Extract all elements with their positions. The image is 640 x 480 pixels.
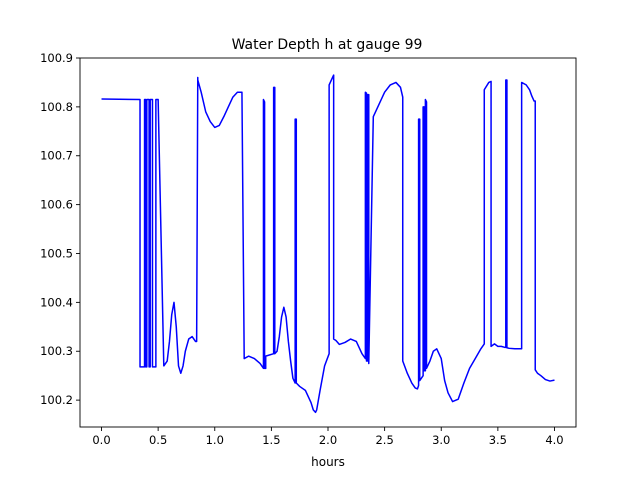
chart-title: Water Depth h at gauge 99: [232, 37, 423, 53]
y-tick-label: 100.7: [40, 149, 73, 163]
x-axis: 0.0 0.5 1.0 1.5 2.0 2.5 3.0 3.5 4.0: [92, 427, 564, 447]
x-tick-label: 0.0: [92, 433, 110, 447]
x-tick-label: 4.0: [545, 433, 563, 447]
y-tick-label: 100.2: [40, 393, 73, 407]
y-tick-label: 100.9: [40, 51, 73, 65]
y-tick-label: 100.3: [40, 344, 73, 358]
plot-frame: [79, 57, 577, 428]
y-tick-label: 100.4: [40, 295, 73, 309]
x-tick-label: 3.0: [432, 433, 450, 447]
x-axis-label: hours: [311, 455, 345, 469]
y-tick-label: 100.6: [40, 198, 73, 212]
x-tick-label: 3.5: [489, 433, 507, 447]
x-tick-label: 2.5: [375, 433, 393, 447]
y-axis: 100.2 100.3 100.4 100.5 100.6 100.7 100.8 100.9: [40, 51, 80, 407]
y-tick-label: 100.5: [40, 246, 73, 260]
x-tick-label: 2.0: [319, 433, 337, 447]
series-line-0: [101, 74, 555, 414]
x-tick-label: 1.5: [262, 433, 280, 447]
y-tick-label: 100.8: [40, 100, 73, 114]
x-tick-label: 1.0: [206, 433, 224, 447]
x-tick-label: 0.5: [149, 433, 167, 447]
plot-line-layer: [101, 74, 555, 414]
